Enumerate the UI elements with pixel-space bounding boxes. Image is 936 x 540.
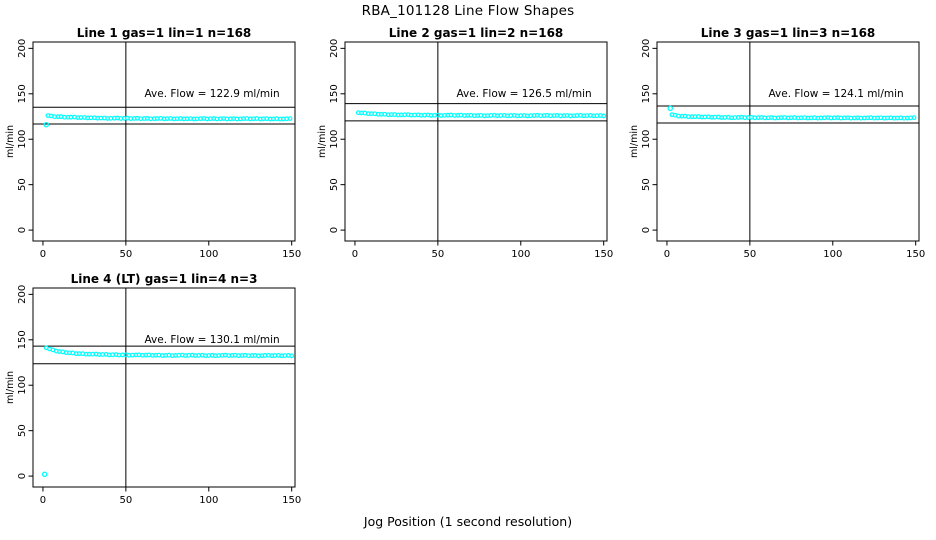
- x-tick-label: 150: [594, 249, 613, 260]
- y-tick-label: 100: [641, 130, 652, 149]
- plot-box: [32, 41, 296, 242]
- y-tick-label: 0: [17, 227, 28, 233]
- x-axis: 0 50 100 150: [664, 241, 925, 260]
- y-axis-label: ml/min: [5, 371, 16, 404]
- y-tick-label: 50: [329, 178, 340, 191]
- x-tick-label: 50: [119, 495, 132, 506]
- x-tick-label: 50: [431, 249, 444, 260]
- y-axis: 0 50 100 150 200: [329, 39, 345, 233]
- x-tick-label: 0: [40, 495, 46, 506]
- y-tick-label: 100: [17, 376, 28, 395]
- y-tick-label: 200: [641, 39, 652, 58]
- y-tick-label: 200: [329, 39, 340, 58]
- flow-annotation: Ave. Flow = 122.9 ml/min: [144, 88, 279, 100]
- x-tick-label: 0: [352, 249, 358, 260]
- y-axis: 0 50 100 150 200: [17, 285, 33, 479]
- outlier-point: [43, 121, 50, 128]
- x-tick-label: 150: [906, 249, 925, 260]
- panel-chart-4: Line 4 (LT) gas=1 lin=4 n=3 0 50 100 150 0 50 1…: [5, 272, 301, 506]
- x-tick-label: 50: [743, 249, 756, 260]
- y-tick-label: 50: [17, 178, 28, 191]
- data-points: [355, 110, 607, 119]
- x-tick-label: 150: [282, 249, 301, 260]
- y-tick-label: 150: [17, 84, 28, 103]
- x-tick-label: 100: [511, 249, 530, 260]
- y-tick-label: 0: [641, 227, 652, 233]
- x-tick-label: 100: [823, 249, 842, 260]
- x-axis: 0 50 100 150: [40, 487, 301, 506]
- panel-title: Line 2 gas=1 lin=2 n=168: [389, 26, 564, 40]
- y-tick-label: 150: [17, 330, 28, 349]
- panel-chart-2: Line 2 gas=1 lin=2 n=168 0 50 100 150 0 50 100 1…: [317, 26, 613, 260]
- data-points: [43, 113, 293, 128]
- flow-annotation: Ave. Flow = 124.1 ml/min: [768, 88, 903, 100]
- panel-title: Line 4 (LT) gas=1 lin=4 n=3: [71, 272, 258, 286]
- x-axis-title: Jog Position (1 second resolution): [363, 514, 573, 529]
- flow-point: [601, 113, 607, 119]
- plot-box: [344, 41, 608, 242]
- y-tick-label: 100: [17, 130, 28, 149]
- y-tick-label: 50: [17, 424, 28, 437]
- y-axis-label: ml/min: [629, 125, 640, 158]
- outlier-point: [41, 471, 48, 478]
- figure-title: RBA_101128 Line Flow Shapes: [361, 3, 575, 19]
- y-tick-label: 200: [17, 285, 28, 304]
- y-tick-label: 150: [329, 84, 340, 103]
- panel-title: Line 1 gas=1 lin=1 n=168: [77, 26, 252, 40]
- x-tick-label: 150: [282, 495, 301, 506]
- outlier-point: [667, 105, 674, 112]
- x-tick-label: 50: [119, 249, 132, 260]
- plot-box: [656, 41, 920, 242]
- flow-point: [287, 116, 293, 121]
- x-tick-label: 0: [664, 249, 670, 260]
- y-tick-label: 150: [641, 84, 652, 103]
- data-points: [41, 345, 295, 478]
- y-axis: 0 50 100 150 200: [17, 39, 33, 233]
- y-tick-label: 100: [329, 130, 340, 149]
- x-axis: 0 50 100 150: [40, 241, 301, 260]
- x-axis: 0 50 100 150: [352, 241, 613, 260]
- flow-annotation: Ave. Flow = 126.5 ml/min: [456, 88, 591, 100]
- y-axis: 0 50 100 150 200: [641, 39, 657, 233]
- x-tick-label: 100: [199, 249, 218, 260]
- y-tick-label: 200: [17, 39, 28, 58]
- panel-chart-1: Line 1 gas=1 lin=1 n=168 0 50 100 150 0 50 100 1…: [5, 26, 301, 260]
- panel-chart-3: Line 3 gas=1 lin=3 n=168 0 50 100 150 0 50 100 1…: [629, 26, 925, 260]
- y-tick-label: 50: [641, 178, 652, 191]
- y-tick-label: 0: [329, 227, 340, 233]
- flow-annotation: Ave. Flow = 130.1 ml/min: [144, 334, 279, 346]
- y-tick-label: 0: [17, 473, 28, 479]
- flow-point: [911, 115, 917, 121]
- x-tick-label: 100: [199, 495, 218, 506]
- x-tick-label: 0: [40, 249, 46, 260]
- plot-box: [32, 287, 296, 488]
- data-points: [667, 105, 917, 121]
- y-axis-label: ml/min: [317, 125, 328, 158]
- flow-point: [289, 353, 295, 359]
- y-axis-label: ml/min: [5, 125, 16, 158]
- panel-title: Line 3 gas=1 lin=3 n=168: [701, 26, 876, 40]
